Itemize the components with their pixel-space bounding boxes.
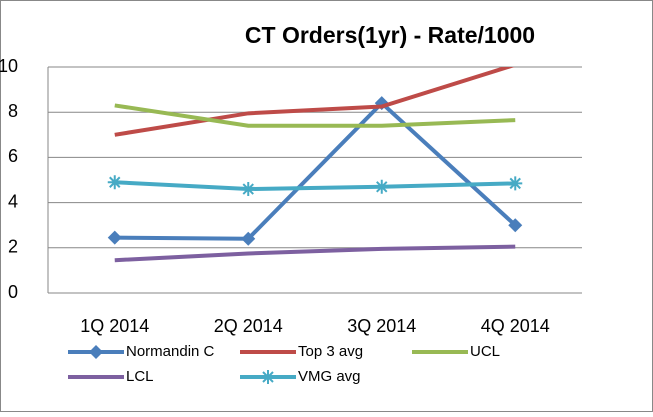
legend-label: Top 3 avg <box>298 343 363 360</box>
point-marker <box>508 176 523 191</box>
y-tick-label: 0 <box>8 282 18 302</box>
series-line <box>114 100 517 241</box>
point-marker <box>241 182 256 197</box>
x-tick-label: 4Q 2014 <box>481 316 550 336</box>
legend-marker <box>261 370 275 384</box>
legend-marker <box>89 345 103 359</box>
y-tick-label: 6 <box>8 146 18 166</box>
plot <box>107 67 523 263</box>
point-marker <box>374 179 389 194</box>
legend-label: Normandin C <box>126 343 215 360</box>
y-tick-label: 2 <box>8 237 18 257</box>
point-marker <box>508 218 523 233</box>
x-tick-label: 2Q 2014 <box>214 316 283 336</box>
x-tick-label: 1Q 2014 <box>80 316 149 336</box>
legend-label: LCL <box>126 368 154 385</box>
legend-label: VMG avg <box>298 368 361 385</box>
legend-label: UCL <box>470 343 500 360</box>
y-tick-label: 8 <box>8 101 18 121</box>
y-tick-label: 4 <box>8 191 18 211</box>
series-line <box>114 103 516 128</box>
series-line <box>114 244 516 263</box>
series-line <box>114 180 516 192</box>
point-marker <box>107 175 122 190</box>
point-marker <box>107 230 122 245</box>
y-tick-label: 10 <box>0 56 18 76</box>
point-marker <box>241 231 256 246</box>
series-line <box>114 67 515 137</box>
chart-title: CT Orders(1yr) - Rate/1000 <box>245 22 535 48</box>
x-tick-label: 3Q 2014 <box>347 316 416 336</box>
